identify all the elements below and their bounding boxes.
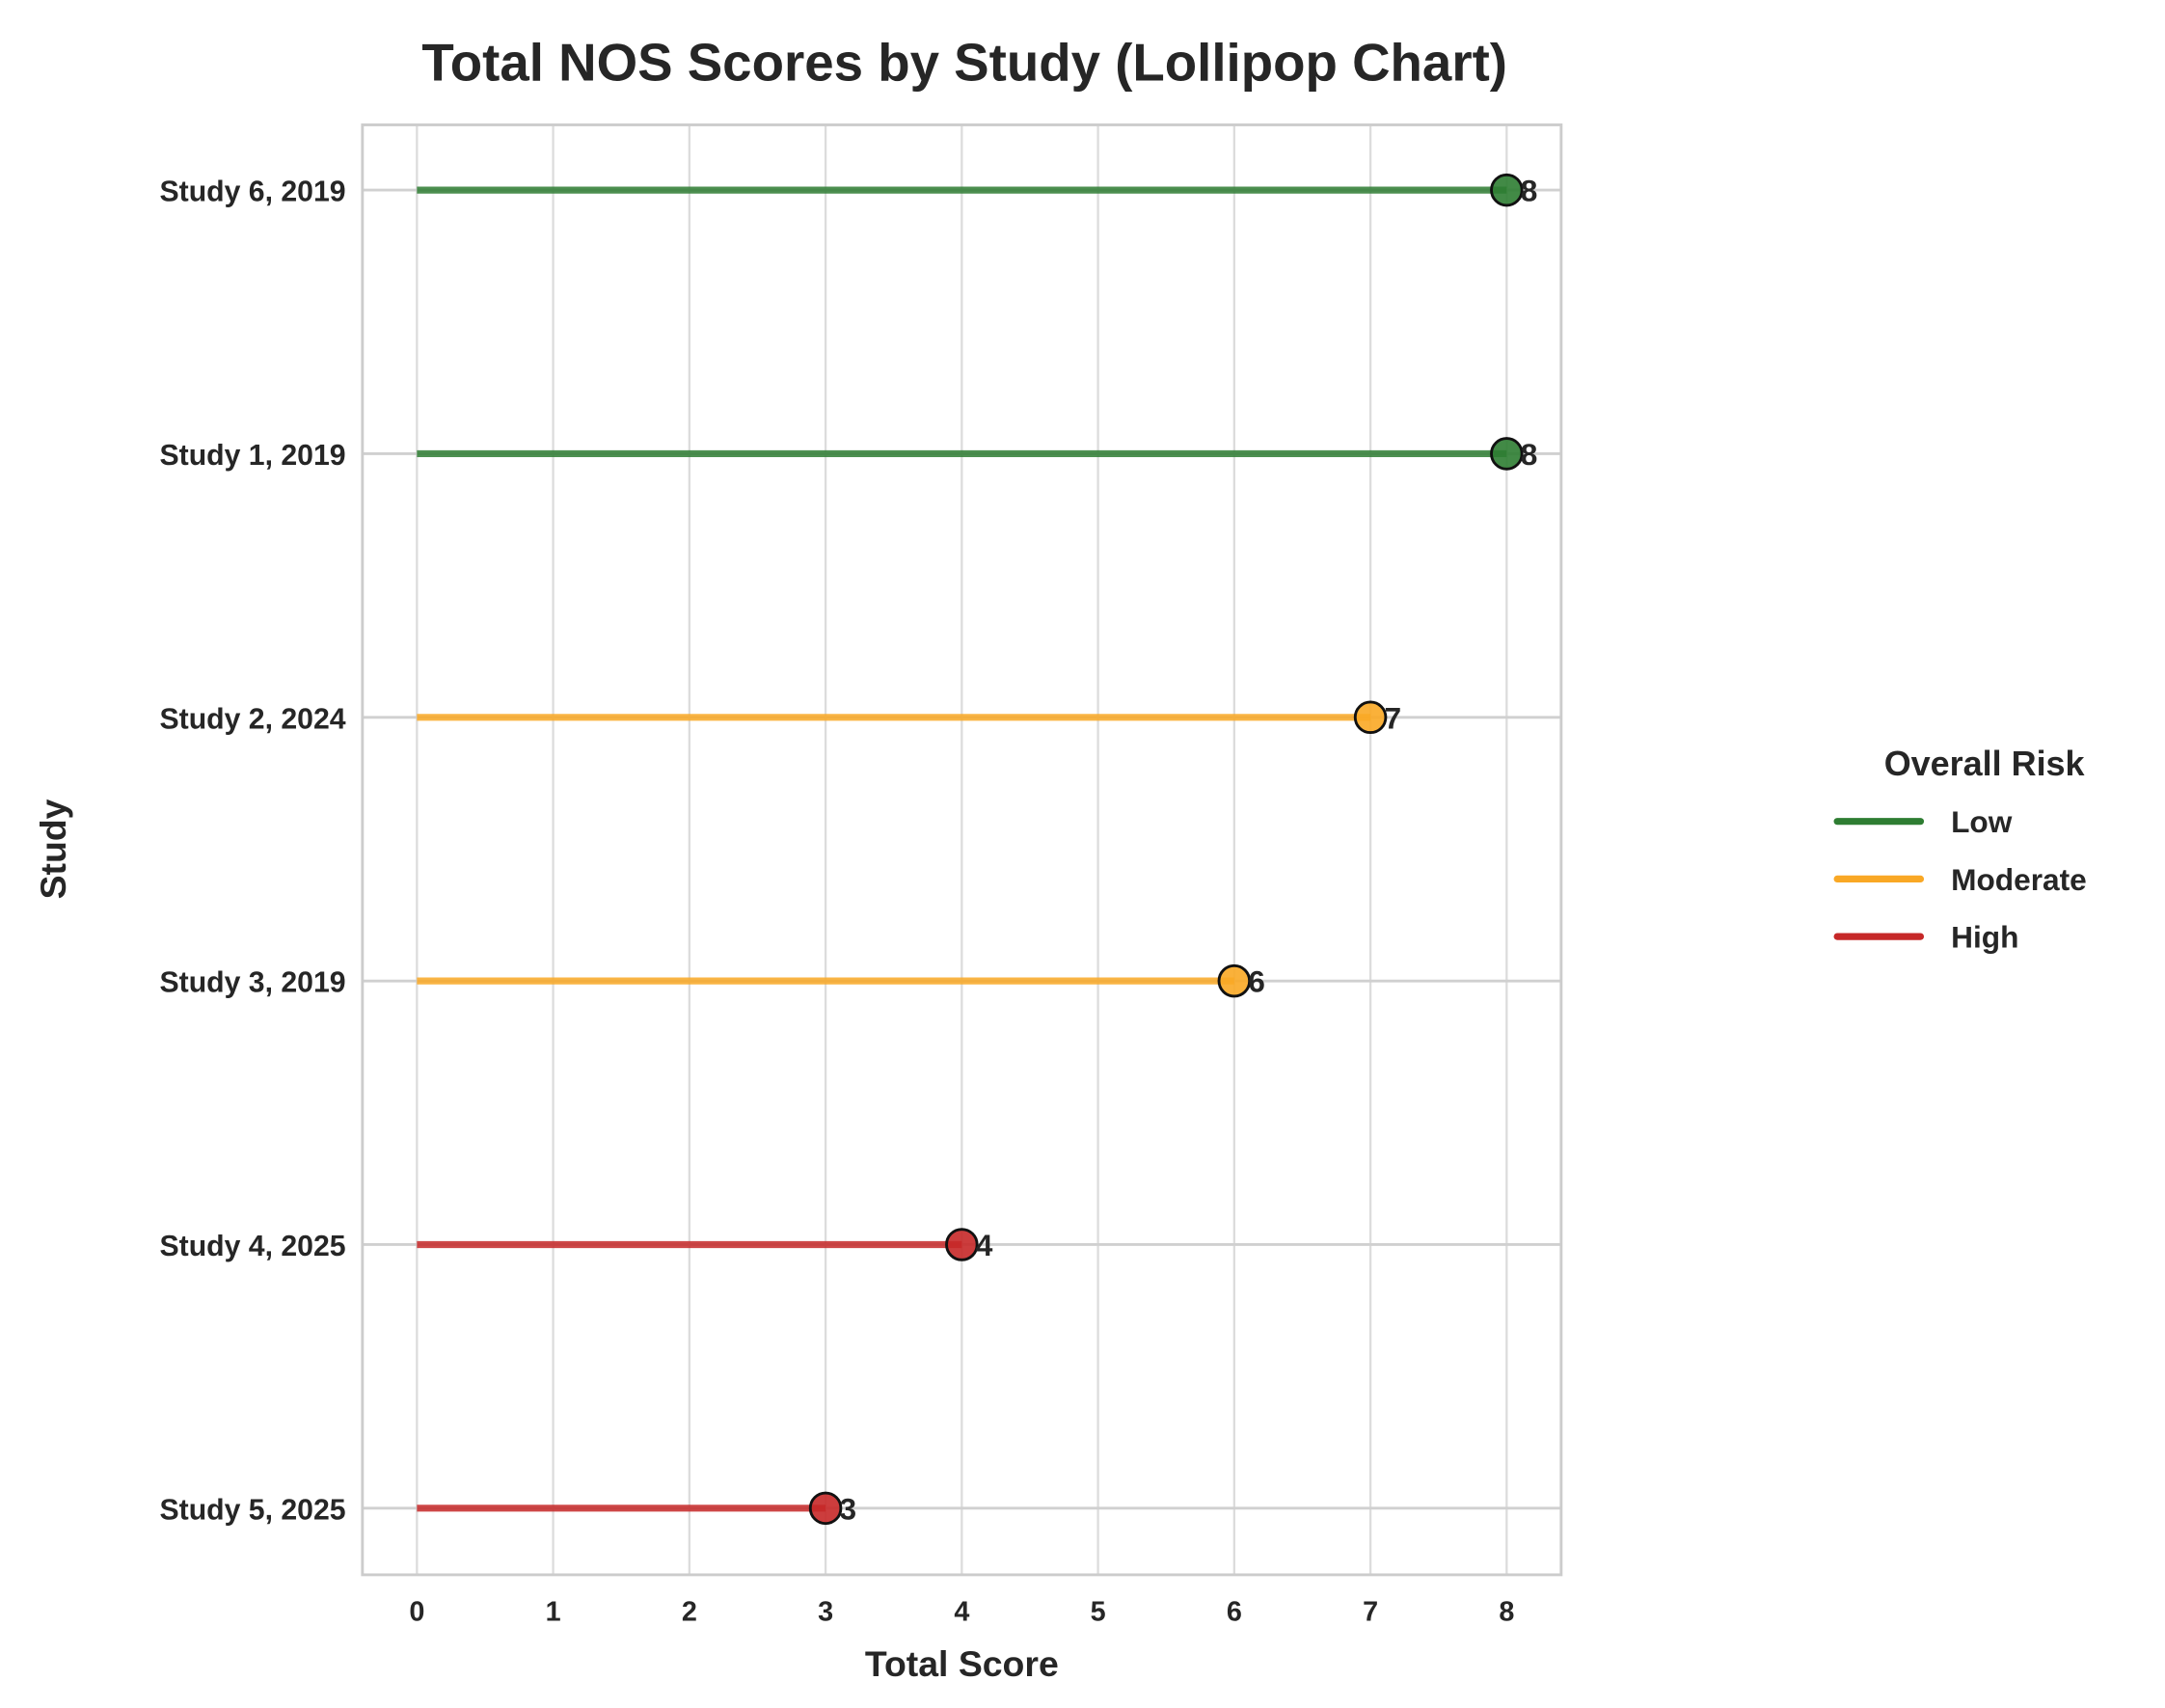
x-axis-label: Total Score xyxy=(865,1643,1059,1684)
lollipop-head xyxy=(808,1491,843,1526)
lollipop-head xyxy=(1217,963,1252,998)
legend: Overall Risk Low Moderate High xyxy=(1833,744,2087,955)
value-label: 4 xyxy=(976,1228,993,1262)
lollipop-head xyxy=(1490,173,1524,207)
marks: 8 8 7 6 4 3 xyxy=(417,173,1538,1526)
x-tick-labels: 0 1 2 3 4 5 6 7 8 xyxy=(409,1596,1514,1627)
y-tick-label: Study 5, 2025 xyxy=(160,1494,346,1526)
x-tick-label: 5 xyxy=(1091,1596,1106,1627)
value-label: 3 xyxy=(839,1491,856,1526)
y-tick-label: Study 3, 2019 xyxy=(160,967,346,999)
value-label: 8 xyxy=(1521,174,1538,208)
lollipop-head xyxy=(945,1228,979,1261)
value-label: 8 xyxy=(1521,437,1538,472)
legend-label: Moderate xyxy=(1951,862,2087,897)
value-label: 7 xyxy=(1384,700,1401,735)
y-axis-label: Study xyxy=(33,799,73,899)
lollipop-head xyxy=(1353,700,1388,735)
x-tick-label: 1 xyxy=(546,1596,561,1627)
x-tick-label: 7 xyxy=(1363,1596,1378,1627)
y-tick-label: Study 1, 2019 xyxy=(160,440,346,472)
grid xyxy=(362,124,1561,1575)
plot-frame xyxy=(361,123,1563,1577)
x-tick-label: 3 xyxy=(818,1596,833,1627)
y-tick-labels: Study 6, 2019 Study 1, 2019 Study 2, 2024 S… xyxy=(160,176,346,1527)
x-tick-label: 4 xyxy=(954,1596,969,1627)
value-label: 6 xyxy=(1248,964,1265,999)
legend-label: Low xyxy=(1951,804,2013,839)
y-tick-label: Study 2, 2024 xyxy=(160,703,346,735)
y-tick-label: Study 4, 2025 xyxy=(160,1231,346,1262)
legend-label: High xyxy=(1951,920,2018,955)
lollipop-head xyxy=(1490,437,1524,471)
x-tick-label: 2 xyxy=(682,1596,697,1627)
y-tick-label: Study 6, 2019 xyxy=(160,176,346,208)
chart-title: Total NOS Scores by Study (Lollipop Char… xyxy=(421,33,1507,92)
x-tick-label: 8 xyxy=(1499,1596,1514,1627)
x-tick-label: 0 xyxy=(409,1596,424,1627)
legend-title: Overall Risk xyxy=(1884,744,2086,783)
x-tick-label: 6 xyxy=(1227,1596,1242,1627)
